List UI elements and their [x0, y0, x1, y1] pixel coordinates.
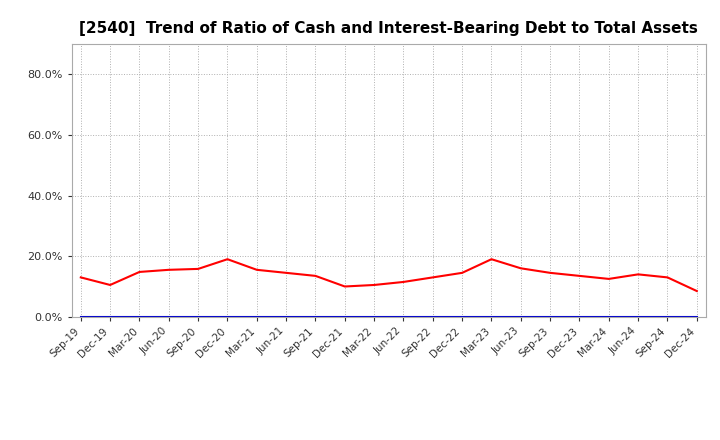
- Cash: [546, 270, 554, 275]
- Cash: [458, 270, 467, 275]
- Cash: [575, 273, 584, 279]
- Cash: [164, 267, 173, 272]
- Interest-Bearing Debt: [693, 314, 701, 319]
- Interest-Bearing Debt: [634, 314, 642, 319]
- Cash: [223, 257, 232, 262]
- Cash: [341, 284, 349, 289]
- Legend: Cash, Interest-Bearing Debt: Cash, Interest-Bearing Debt: [242, 438, 536, 440]
- Interest-Bearing Debt: [311, 314, 320, 319]
- Title: [2540]  Trend of Ratio of Cash and Interest-Bearing Debt to Total Assets: [2540] Trend of Ratio of Cash and Intere…: [79, 21, 698, 36]
- Interest-Bearing Debt: [546, 314, 554, 319]
- Cash: [253, 267, 261, 272]
- Cash: [311, 273, 320, 279]
- Interest-Bearing Debt: [399, 314, 408, 319]
- Cash: [516, 266, 525, 271]
- Cash: [370, 282, 379, 288]
- Cash: [487, 257, 496, 262]
- Cash: [76, 275, 85, 280]
- Line: Cash: Cash: [81, 259, 697, 291]
- Cash: [399, 279, 408, 285]
- Interest-Bearing Debt: [516, 314, 525, 319]
- Cash: [282, 270, 290, 275]
- Cash: [663, 275, 672, 280]
- Interest-Bearing Debt: [605, 314, 613, 319]
- Cash: [428, 275, 437, 280]
- Interest-Bearing Debt: [135, 314, 144, 319]
- Cash: [106, 282, 114, 288]
- Interest-Bearing Debt: [663, 314, 672, 319]
- Interest-Bearing Debt: [487, 314, 496, 319]
- Interest-Bearing Debt: [164, 314, 173, 319]
- Interest-Bearing Debt: [106, 314, 114, 319]
- Interest-Bearing Debt: [253, 314, 261, 319]
- Cash: [634, 272, 642, 277]
- Interest-Bearing Debt: [282, 314, 290, 319]
- Interest-Bearing Debt: [194, 314, 202, 319]
- Interest-Bearing Debt: [575, 314, 584, 319]
- Interest-Bearing Debt: [76, 314, 85, 319]
- Cash: [135, 269, 144, 275]
- Interest-Bearing Debt: [223, 314, 232, 319]
- Interest-Bearing Debt: [458, 314, 467, 319]
- Interest-Bearing Debt: [428, 314, 437, 319]
- Cash: [605, 276, 613, 282]
- Interest-Bearing Debt: [370, 314, 379, 319]
- Interest-Bearing Debt: [341, 314, 349, 319]
- Cash: [194, 266, 202, 271]
- Cash: [693, 288, 701, 293]
